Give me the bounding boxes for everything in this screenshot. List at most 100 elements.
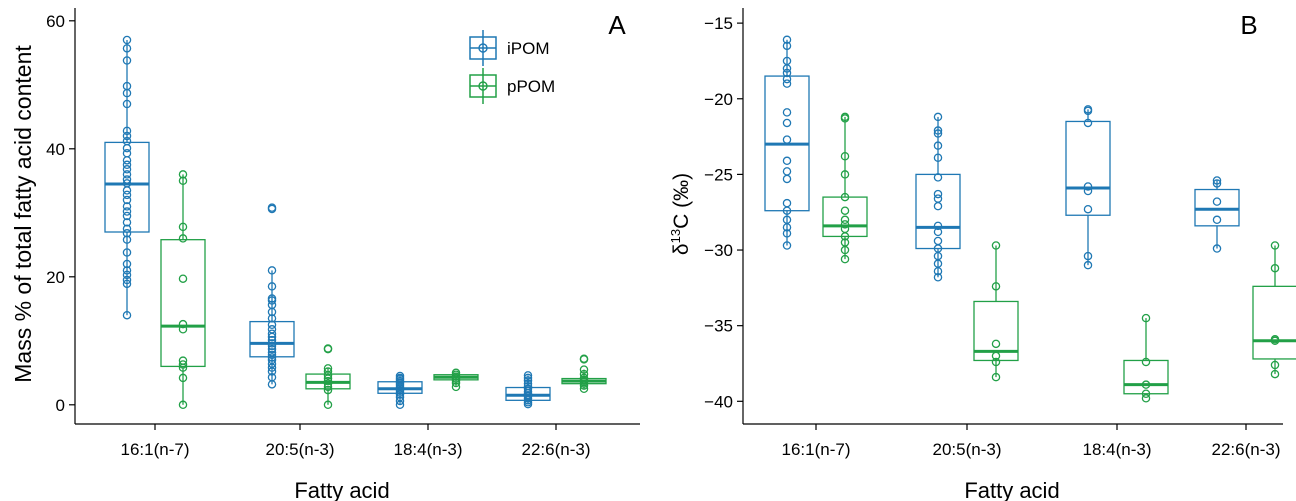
data-point: [840, 206, 850, 215]
data-point: [178, 170, 188, 179]
legend-label-ppom: pPOM: [507, 77, 555, 96]
data-point: [1270, 360, 1280, 370]
data-point: [122, 149, 132, 158]
data-point: [782, 35, 792, 45]
panel-b-label: B: [1240, 10, 1257, 40]
y-tick-label: −40: [704, 392, 733, 411]
data-point: [122, 202, 132, 211]
data-point: [1270, 263, 1280, 273]
data-point: [122, 170, 132, 179]
data-point: [991, 351, 1001, 361]
data-point: [267, 344, 277, 354]
data-point: [267, 353, 277, 362]
x-tick-label: 18:4(n-3): [1083, 440, 1152, 459]
data-point: [782, 108, 792, 117]
data-point: [267, 294, 277, 303]
panel-a-x-axis-title: Fatty acid: [294, 478, 389, 501]
data-point: [323, 400, 333, 410]
box-ipom-2: [377, 371, 423, 410]
data-point: [782, 167, 792, 176]
x-tick-label: 16:1(n-7): [782, 440, 851, 459]
data-point: [122, 99, 132, 109]
data-point: [782, 229, 792, 238]
data-point: [523, 384, 533, 394]
data-point: [933, 227, 943, 237]
data-point: [122, 279, 132, 289]
data-point: [933, 273, 943, 282]
data-point: [323, 379, 333, 388]
data-point: [782, 41, 792, 51]
data-point: [267, 320, 277, 330]
data-point: [1141, 357, 1151, 367]
data-point: [1083, 204, 1093, 214]
panel-b: δ13C (‰) Fatty acid B −15 −20 −25 −30 −35 −40…: [668, 8, 1296, 501]
data-point: [782, 135, 792, 144]
panel-a: Mass % of total fatty acid content Fatty…: [10, 8, 640, 501]
panel-a-label: A: [608, 10, 626, 40]
data-point: [523, 379, 533, 388]
data-point: [1270, 336, 1280, 346]
data-point: [122, 156, 132, 165]
data-point: [782, 198, 792, 208]
box-ppom-1: [305, 344, 351, 410]
box-ppom-0: [160, 170, 206, 410]
data-point: [782, 79, 792, 88]
data-point: [178, 360, 188, 369]
data-point: [451, 378, 461, 388]
data-point: [122, 195, 132, 205]
box-ipom-0: [764, 35, 810, 250]
data-point: [267, 329, 277, 339]
data-point: [267, 203, 277, 212]
data-point: [122, 35, 132, 45]
panel-b-y-axis-title: δ13C (‰): [668, 173, 693, 255]
box-ipom-1: [249, 203, 295, 389]
box-iqr: [1123, 359, 1169, 395]
data-point: [267, 341, 277, 351]
data-point: [523, 373, 533, 383]
data-point: [323, 382, 333, 392]
data-point: [523, 376, 533, 385]
data-point: [579, 354, 589, 363]
data-point: [178, 319, 188, 329]
data-point: [1270, 241, 1280, 250]
data-point: [122, 190, 132, 200]
data-point: [579, 365, 589, 374]
data-point: [782, 64, 792, 73]
data-point: [1141, 394, 1151, 403]
data-point: [122, 81, 132, 91]
data-point: [933, 141, 943, 150]
data-point: [267, 373, 277, 382]
data-point: [933, 189, 943, 199]
x-tick-label: 22:6(n-3): [1212, 440, 1281, 459]
data-point: [991, 282, 1001, 291]
data-point: [1212, 215, 1222, 225]
data-point: [323, 364, 333, 373]
data-point: [933, 201, 943, 211]
data-point: [1141, 380, 1151, 389]
data-point: [1141, 313, 1151, 323]
y-tick-label: 40: [46, 140, 65, 159]
x-tick-label: 20:5(n-3): [933, 440, 1002, 459]
data-point: [122, 179, 132, 188]
data-point: [323, 367, 333, 376]
data-point: [1083, 260, 1093, 270]
data-point: [933, 221, 943, 231]
data-point: [933, 153, 943, 163]
data-point: [267, 325, 277, 334]
data-point: [122, 165, 132, 174]
data-point: [1083, 182, 1093, 191]
data-point: [122, 126, 132, 136]
data-point: [1212, 197, 1222, 206]
y-tick-label: −35: [704, 317, 733, 336]
data-point: [395, 371, 405, 381]
data-point: [122, 131, 132, 141]
data-point: [122, 143, 132, 153]
data-point: [523, 381, 533, 391]
data-point: [933, 112, 943, 122]
data-point: [178, 222, 188, 232]
legend: iPOM pPOM: [469, 30, 555, 104]
data-point: [840, 220, 850, 229]
data-point: [267, 266, 277, 275]
data-point: [122, 207, 132, 216]
data-point: [933, 236, 943, 246]
